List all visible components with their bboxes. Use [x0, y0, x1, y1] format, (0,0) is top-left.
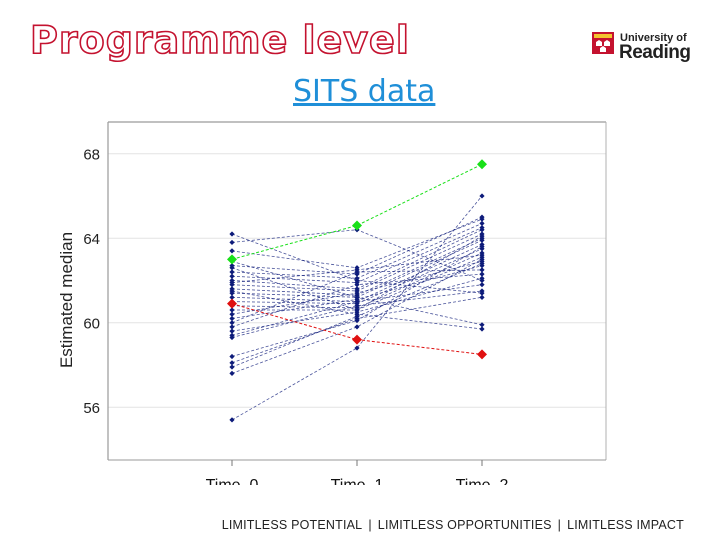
data-point-s27	[229, 364, 235, 370]
data-point-highlight-high	[227, 254, 237, 265]
footer-item: LIMITLESS POTENTIAL	[221, 518, 363, 532]
data-point-s30	[354, 267, 360, 273]
data-point-s26	[479, 294, 485, 300]
chart-ticks: 56 60 64 68 Time_0 Time_1 Time_2	[83, 147, 508, 485]
data-point-s21	[479, 282, 485, 288]
data-point-highlight-low	[227, 298, 237, 309]
footer-separator: |	[557, 518, 562, 532]
chart-points	[227, 159, 487, 423]
data-point-s16	[229, 311, 235, 317]
data-point-s25	[479, 244, 485, 250]
data-point-s3	[229, 239, 235, 246]
data-point-s28	[229, 370, 235, 376]
data-point-highlight-low	[477, 349, 487, 360]
data-point-s22	[479, 288, 485, 294]
data-point-s29	[229, 265, 235, 271]
x-tick-label: Time_1	[331, 477, 384, 485]
data-point-s18	[229, 320, 235, 326]
data-point-s30	[479, 252, 485, 258]
footer-item: LIMITLESS IMPACT	[567, 518, 684, 532]
x-tick-label: Time_2	[456, 477, 509, 485]
footer-item: LIMITLESS OPPORTUNITIES	[377, 518, 552, 532]
slide-title: Programme level	[29, 17, 410, 63]
data-point-s2	[229, 231, 235, 237]
data-point-s23	[479, 322, 485, 328]
data-point-s25	[229, 353, 235, 360]
data-point-s28	[354, 324, 360, 330]
data-point-s16	[354, 290, 360, 296]
data-point-s24	[479, 326, 485, 332]
chart: 56 60 64 68 Time_0 Time_1 Time_2 Estimated med…	[57, 121, 607, 485]
data-point-s6	[229, 269, 235, 275]
data-point-s20	[479, 275, 485, 281]
data-point-s30	[229, 279, 235, 286]
series-line-s27	[231, 263, 483, 368]
y-tick-label: 60	[83, 316, 100, 333]
data-point-s26	[229, 360, 235, 366]
university-logo: University of Reading	[592, 30, 702, 70]
data-point-s4	[229, 248, 235, 254]
data-point-s6	[354, 275, 360, 281]
data-point-s15	[229, 307, 235, 313]
data-point-s18	[479, 267, 485, 273]
series-line-s1	[231, 195, 483, 421]
data-point-s5	[479, 214, 485, 220]
data-point-highlight-high	[477, 159, 487, 170]
series-line-s2	[231, 233, 483, 294]
footer-separator: |	[368, 518, 372, 532]
logo-line1: University of	[620, 32, 687, 44]
data-point-s29	[354, 307, 360, 313]
data-point-s20	[229, 328, 235, 334]
logo-line2: Reading	[619, 42, 691, 63]
slide-subtitle[interactable]: SITS data	[293, 74, 436, 109]
y-tick-label: 64	[83, 231, 100, 248]
data-point-s29	[479, 233, 485, 239]
data-point-s6	[479, 220, 485, 226]
x-tick-label: Time_0	[206, 477, 259, 485]
data-point-s24	[229, 288, 235, 294]
data-point-highlight-high	[352, 220, 362, 231]
data-point-s1	[479, 193, 485, 199]
data-point-s28	[479, 256, 485, 262]
y-tick-label: 56	[83, 400, 100, 417]
y-tick-label: 68	[83, 147, 100, 164]
crest-icon	[592, 32, 614, 54]
footer-tagline: LIMITLESS POTENTIAL | LIMITLESS OPPORTUNIT…	[222, 518, 684, 532]
data-point-s21	[354, 298, 360, 305]
series-line-s22	[231, 290, 483, 338]
data-point-s11	[479, 237, 485, 243]
data-point-s8	[479, 227, 485, 233]
chart-grid	[108, 153, 606, 408]
data-point-s1	[229, 417, 235, 423]
data-point-highlight-low	[352, 334, 362, 345]
series-line-highlight-high	[231, 163, 483, 260]
chart-ylabel: Estimated median	[57, 232, 76, 368]
